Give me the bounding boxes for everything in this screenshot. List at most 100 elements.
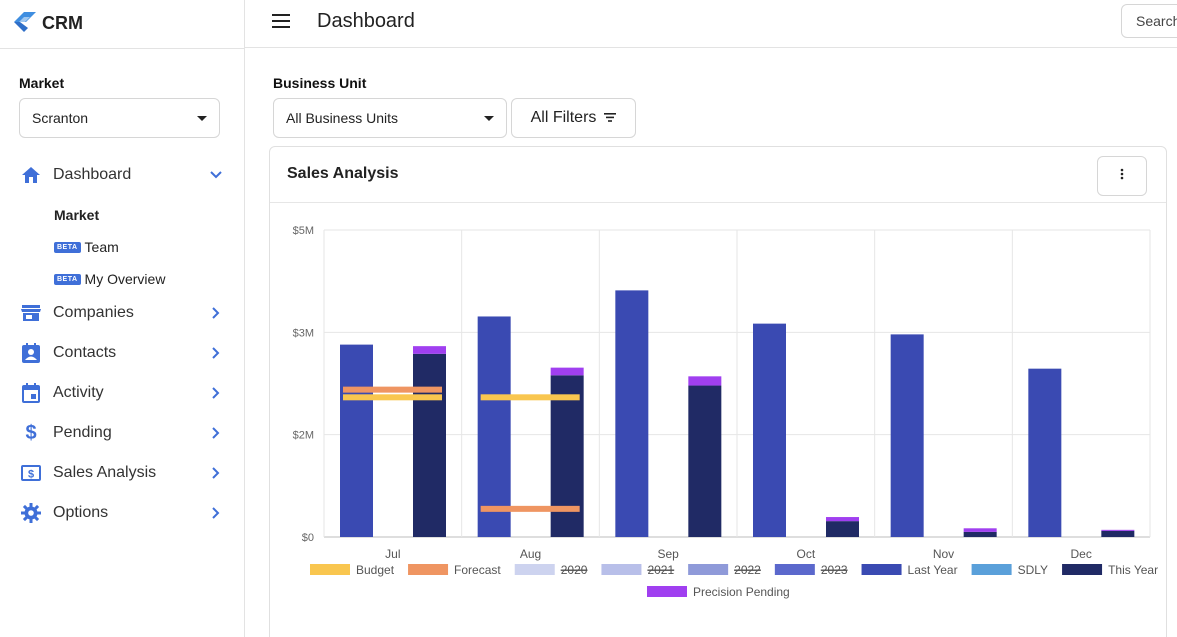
- market-label: Market: [19, 75, 64, 91]
- all-filters-label: All Filters: [531, 109, 597, 127]
- chevron-down-icon: [197, 116, 207, 121]
- bar-this-year: [1101, 531, 1134, 537]
- dollar-icon: $: [20, 422, 42, 444]
- bar-last-year: [1028, 369, 1061, 537]
- card-header: Sales Analysis: [270, 147, 1166, 203]
- sidebar-subitem-label: Market: [54, 207, 99, 223]
- bar-precision-pending: [1101, 530, 1134, 531]
- business-unit-label: Business Unit: [273, 75, 366, 91]
- sidebar-item-activity[interactable]: Activity: [0, 377, 245, 409]
- sidebar-item-label: Activity: [53, 384, 104, 402]
- sidebar-subitem-my-overview[interactable]: BETA My Overview: [54, 268, 165, 290]
- bar-last-year: [891, 334, 924, 537]
- more-options-button[interactable]: [1097, 156, 1147, 196]
- bar-precision-pending: [688, 376, 721, 385]
- sales-analysis-card: Sales Analysis $0 $2M $3M $5M Jul Aug Sep Oct No…: [269, 146, 1167, 637]
- sidebar-item-label: Pending: [53, 424, 112, 442]
- sidebar: CRM Market Scranton Dashboard Market BET…: [0, 0, 245, 637]
- sidebar-item-label: Companies: [53, 304, 134, 322]
- beta-badge: BETA: [54, 274, 81, 285]
- sidebar-item-pending[interactable]: $ Pending: [0, 417, 245, 449]
- legend-label: SDLY: [1018, 563, 1048, 577]
- menu-icon[interactable]: [272, 14, 290, 28]
- x-tick-label: Oct: [796, 547, 815, 561]
- svg-text:$: $: [28, 469, 34, 481]
- legend-swatch: [310, 564, 350, 575]
- chevron-down-icon: [210, 169, 222, 181]
- business-unit-select-value: All Business Units: [286, 110, 398, 126]
- kebab-icon: [1120, 167, 1124, 185]
- legend-swatch: [972, 564, 1012, 575]
- sidebar-item-sales-analysis[interactable]: $ Sales Analysis: [0, 457, 245, 489]
- legend-swatch: [775, 564, 815, 575]
- legend-label: Precision Pending: [693, 585, 790, 599]
- chevron-right-icon: [210, 307, 222, 319]
- legend-label: Forecast: [454, 563, 501, 577]
- sidebar-item-label: Options: [53, 504, 108, 522]
- market-select[interactable]: Scranton: [19, 98, 220, 138]
- store-icon: [20, 302, 42, 324]
- y-tick-label: $5M: [293, 225, 314, 237]
- sales-analysis-chart: $0 $2M $3M $5M Jul Aug Sep Oct Nov Dec Budget Forec…: [270, 204, 1166, 624]
- x-tick-label: Aug: [520, 547, 541, 561]
- all-filters-button[interactable]: All Filters: [511, 98, 636, 138]
- top-header: Dashboard Search: [245, 0, 1177, 48]
- bar-last-year: [615, 290, 648, 537]
- legend-swatch: [515, 564, 555, 575]
- bar-last-year: [753, 324, 786, 537]
- sidebar-subitem-team[interactable]: BETA Team: [54, 236, 119, 258]
- x-tick-label: Nov: [933, 547, 954, 561]
- sidebar-subitem-market[interactable]: Market: [54, 204, 99, 226]
- sidebar-subitem-label: Team: [85, 239, 119, 255]
- forecast-marker: [481, 506, 580, 512]
- filter-icon: [604, 109, 616, 127]
- sidebar-subitem-label: My Overview: [85, 271, 166, 287]
- legend-swatch: [408, 564, 448, 575]
- bar-this-year: [413, 354, 446, 537]
- chevron-right-icon: [210, 387, 222, 399]
- chevron-down-icon: [484, 116, 494, 121]
- bar-precision-pending: [551, 368, 584, 376]
- legend-label: Budget: [356, 563, 395, 577]
- x-tick-label: Jul: [385, 547, 400, 561]
- x-tick-label: Sep: [657, 547, 679, 561]
- brand[interactable]: CRM: [12, 10, 83, 37]
- calendar-icon: [20, 382, 42, 404]
- forecast-marker: [343, 387, 442, 393]
- budget-marker: [481, 394, 580, 400]
- market-select-value: Scranton: [32, 110, 88, 126]
- x-tick-label: Dec: [1070, 547, 1091, 561]
- sidebar-item-contacts[interactable]: Contacts: [0, 337, 245, 369]
- business-unit-select[interactable]: All Business Units: [273, 98, 507, 138]
- y-tick-label: $0: [302, 532, 314, 544]
- chevron-right-icon: [210, 347, 222, 359]
- brand-name: CRM: [42, 13, 83, 34]
- sidebar-item-dashboard[interactable]: Dashboard: [0, 159, 245, 191]
- legend-swatch: [601, 564, 641, 575]
- gear-icon: [20, 502, 42, 524]
- bar-this-year: [826, 521, 859, 537]
- sidebar-item-label: Sales Analysis: [53, 464, 156, 482]
- chevron-right-icon: [210, 507, 222, 519]
- money-card-icon: $: [20, 462, 42, 484]
- sidebar-divider: [0, 48, 245, 49]
- card-title: Sales Analysis: [287, 165, 398, 183]
- sidebar-item-options[interactable]: Options: [0, 497, 245, 529]
- legend-swatch: [647, 586, 687, 597]
- contact-card-icon: [20, 342, 42, 364]
- bar-last-year: [478, 316, 511, 537]
- bar-last-year: [340, 345, 373, 537]
- legend-swatch: [1062, 564, 1102, 575]
- bar-this-year: [688, 386, 721, 537]
- legend-swatch: [862, 564, 902, 575]
- search-input[interactable]: Search: [1121, 4, 1177, 38]
- bar-precision-pending: [964, 528, 997, 532]
- budget-marker: [343, 394, 442, 400]
- legend-swatch: [688, 564, 728, 575]
- sidebar-item-companies[interactable]: Companies: [0, 297, 245, 329]
- home-icon: [20, 164, 42, 186]
- chevron-right-icon: [210, 427, 222, 439]
- bar-precision-pending: [826, 517, 859, 521]
- beta-badge: BETA: [54, 242, 81, 253]
